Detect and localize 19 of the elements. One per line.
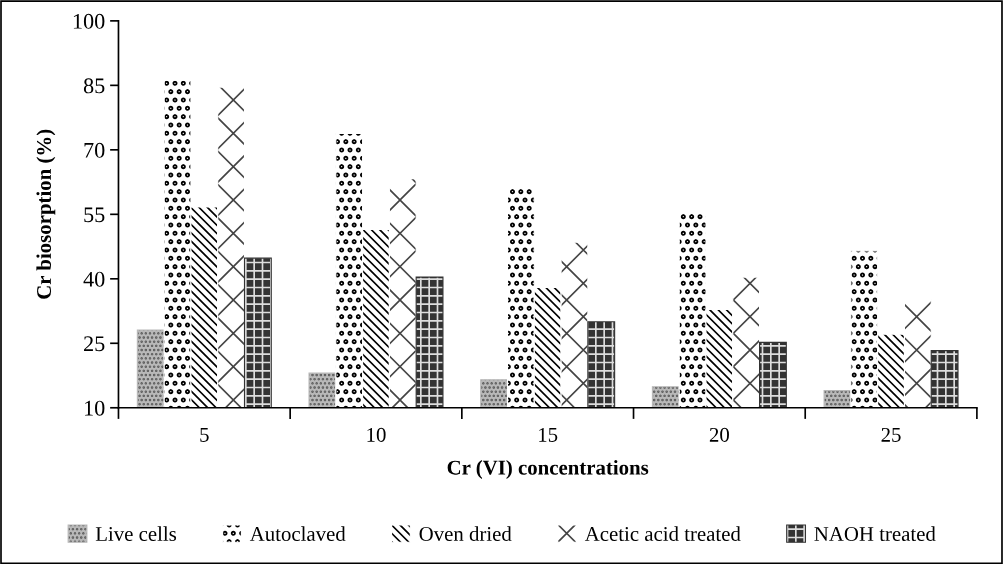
x-axis-title: Cr (VI) concentrations (447, 460, 649, 479)
y-tick-label: 10 (85, 400, 105, 416)
y-tick-label: 55 (84, 207, 105, 223)
y-tick-label: 25 (84, 336, 105, 352)
legend-label: Oven dried (419, 526, 512, 542)
y-tick-label: 40 (83, 271, 105, 287)
y-tick-label: 100 (73, 13, 105, 29)
legend-label: Autoclaved (249, 526, 346, 542)
x-tick-label: 10 (367, 427, 386, 442)
legend-label: Acetic acid treated (584, 526, 741, 542)
x-tick-label: 5 (200, 428, 209, 442)
legend-label: Live cells (95, 526, 177, 542)
x-tick-label: 15 (539, 427, 558, 442)
x-tick-label: 20 (709, 427, 729, 442)
x-tick-label: 25 (881, 427, 901, 442)
y-tick-label: 85 (83, 78, 105, 94)
y-tick-label: 70 (84, 142, 105, 158)
legend-label: NAOH treated (814, 526, 936, 542)
y-axis-title: Cr biosorption (%) (36, 129, 56, 299)
